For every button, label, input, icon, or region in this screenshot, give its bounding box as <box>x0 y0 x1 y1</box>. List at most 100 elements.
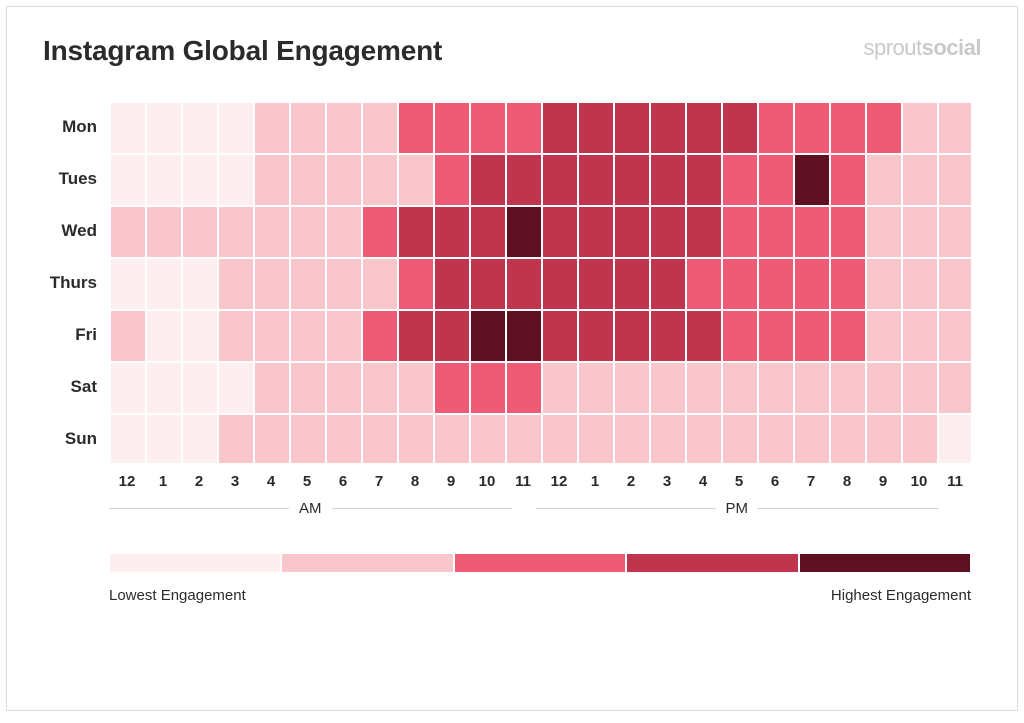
heatmap-cell <box>109 257 145 309</box>
axis-line <box>758 508 938 509</box>
heatmap-cell <box>505 257 541 309</box>
heatmap-cell <box>613 257 649 309</box>
heatmap-cell <box>793 309 829 361</box>
heatmap-cell <box>829 413 865 465</box>
am-pm-axis: AM PM <box>109 500 981 517</box>
heatmap-cell <box>865 309 901 361</box>
heatmap-cell <box>613 309 649 361</box>
heatmap-cell <box>685 413 721 465</box>
heatmap-cell <box>145 153 181 205</box>
heatmap-cell <box>721 153 757 205</box>
heatmap-cell <box>217 361 253 413</box>
y-axis-day-label: Mon <box>43 101 103 153</box>
heatmap-cell <box>865 413 901 465</box>
heatmap-row <box>109 413 973 465</box>
heatmap-cell <box>109 413 145 465</box>
heatmap-cell <box>469 205 505 257</box>
heatmap-cell <box>577 205 613 257</box>
heatmap-cell <box>109 153 145 205</box>
brand-logo: sproutsocial <box>863 35 981 61</box>
heatmap-cell <box>757 413 793 465</box>
heatmap-cell <box>865 101 901 153</box>
heatmap-cell <box>253 257 289 309</box>
heatmap-cell <box>757 257 793 309</box>
heatmap-cell <box>289 205 325 257</box>
heatmap-cell <box>253 205 289 257</box>
heatmap-cell <box>649 309 685 361</box>
heatmap-cell <box>649 101 685 153</box>
heatmap-cell <box>109 361 145 413</box>
heatmap-cell <box>217 309 253 361</box>
heatmap-cell <box>397 257 433 309</box>
heatmap-cell <box>865 257 901 309</box>
x-axis-hour-label: 6 <box>325 473 361 490</box>
heatmap-cell <box>289 153 325 205</box>
heatmap-cell <box>289 413 325 465</box>
heatmap-cell <box>901 361 937 413</box>
am-label: AM <box>289 500 332 517</box>
heatmap-cell <box>325 153 361 205</box>
heatmap-cell <box>793 205 829 257</box>
heatmap-cell <box>361 361 397 413</box>
heatmap-cell <box>577 257 613 309</box>
pm-label: PM <box>716 500 759 517</box>
heatmap-cell <box>145 413 181 465</box>
heatmap-cell <box>541 205 577 257</box>
heatmap-cell <box>109 205 145 257</box>
heatmap-cell <box>865 361 901 413</box>
heatmap-cell <box>361 205 397 257</box>
heatmap-cell <box>793 257 829 309</box>
heatmap-row <box>109 205 973 257</box>
legend-labels: Lowest Engagement Highest Engagement <box>109 587 971 604</box>
heatmap-cell <box>181 205 217 257</box>
heatmap-cell <box>757 361 793 413</box>
x-axis-hour-label: 7 <box>793 473 829 490</box>
heatmap-cell <box>541 309 577 361</box>
heatmap-cell <box>325 309 361 361</box>
x-axis-hour-label: 11 <box>937 473 973 490</box>
heatmap-cell <box>505 205 541 257</box>
heatmap-cell <box>361 257 397 309</box>
x-axis-hour-label: 1 <box>577 473 613 490</box>
x-axis-hour-label: 2 <box>181 473 217 490</box>
heatmap-cell <box>217 257 253 309</box>
heatmap-cell <box>685 101 721 153</box>
heatmap-cell <box>505 309 541 361</box>
x-axis-hour-label: 11 <box>505 473 541 490</box>
heatmap-cell <box>181 361 217 413</box>
x-axis-hour-label: 7 <box>361 473 397 490</box>
heatmap-cell <box>613 361 649 413</box>
heatmap-cell <box>469 309 505 361</box>
heatmap-cell <box>181 153 217 205</box>
heatmap-cell <box>505 361 541 413</box>
heatmap-cell <box>613 153 649 205</box>
heatmap-cell <box>505 101 541 153</box>
heatmap-row <box>109 101 973 153</box>
heatmap-cell <box>253 101 289 153</box>
heatmap-row <box>109 153 973 205</box>
heatmap-cell <box>757 309 793 361</box>
heatmap-cell <box>577 153 613 205</box>
heatmap-cell <box>361 413 397 465</box>
heatmap-cell <box>649 413 685 465</box>
x-axis-hour-label: 10 <box>901 473 937 490</box>
heatmap-cell <box>289 257 325 309</box>
heatmap-cell <box>757 101 793 153</box>
x-axis-hour-label: 12 <box>541 473 577 490</box>
heatmap-row <box>109 361 973 413</box>
heatmap-cell <box>541 101 577 153</box>
chart-title: Instagram Global Engagement <box>43 35 442 67</box>
heatmap-cell <box>433 153 469 205</box>
heatmap-cell <box>433 361 469 413</box>
heatmap-cell <box>577 101 613 153</box>
x-axis-hour-label: 8 <box>397 473 433 490</box>
heatmap-cell <box>325 257 361 309</box>
heatmap-cell <box>433 257 469 309</box>
heatmap-cell <box>793 101 829 153</box>
y-axis-day-label: Thurs <box>43 257 103 309</box>
heatmap-cell <box>289 309 325 361</box>
axis-line <box>109 508 289 509</box>
legend-high-label: Highest Engagement <box>831 587 971 604</box>
x-axis-hour-label: 4 <box>253 473 289 490</box>
brand-bold: social <box>922 35 981 60</box>
